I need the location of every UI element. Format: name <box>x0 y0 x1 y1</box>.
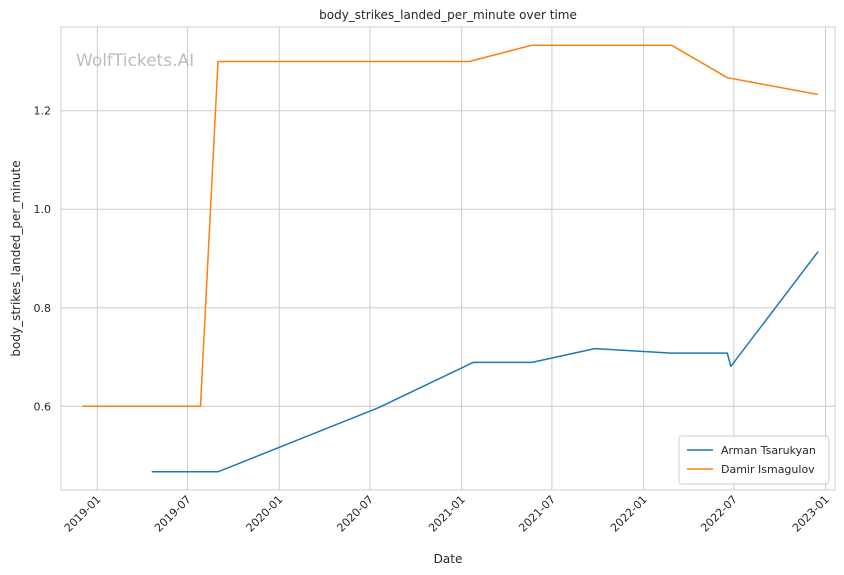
y-tick-label: 0.8 <box>34 302 52 315</box>
x-tick-label: 2021-07 <box>516 493 558 535</box>
x-tick-label: 2019-01 <box>62 493 104 535</box>
watermark: WolfTickets.AI <box>76 51 194 71</box>
x-tick-label: 2023-01 <box>790 493 832 535</box>
series-line-damir-ismagulov <box>82 44 819 408</box>
x-axis-label: Date <box>434 552 463 566</box>
legend-label: Arman Tsarukyan <box>721 444 816 457</box>
y-tick-labels: 0.6 0.8 1.0 1.2 <box>34 105 52 414</box>
x-tick-label: 2021-01 <box>426 493 468 535</box>
x-tick-label: 2022-07 <box>698 493 740 535</box>
x-tick-label: 2022-01 <box>608 493 650 535</box>
x-tick-label: 2020-01 <box>244 493 286 535</box>
legend-box <box>678 435 830 485</box>
y-axis-label: body_strikes_landed_per_minute <box>9 160 23 356</box>
gridlines <box>61 27 835 490</box>
series-layer <box>82 44 819 473</box>
y-tick-label: 1.2 <box>34 105 52 118</box>
y-tick-label: 1.0 <box>34 203 52 216</box>
x-tick-labels: 2019-01 2019-07 2020-01 2020-07 2021-01 2021-… <box>62 493 832 535</box>
y-tick-label: 0.6 <box>34 400 52 413</box>
series-line-arman-tsarukyan <box>151 251 819 473</box>
x-tick-label: 2019-07 <box>152 493 194 535</box>
legend: Arman Tsarukyan Damir Ismagulov <box>678 435 830 485</box>
x-tick-label: 2020-07 <box>334 493 376 535</box>
legend-label: Damir Ismagulov <box>721 463 815 476</box>
chart-title: body_strikes_landed_per_minute over time <box>319 8 577 22</box>
plot-frame <box>60 26 836 491</box>
